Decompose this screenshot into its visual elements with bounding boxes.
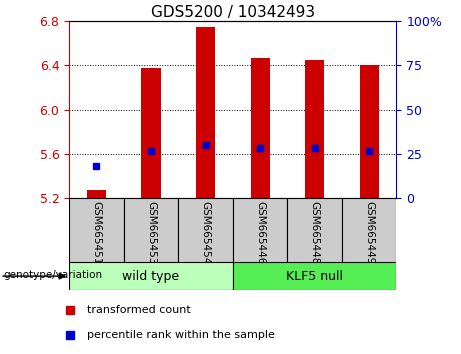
Bar	[178, 198, 233, 262]
Text: KLF5 null: KLF5 null	[286, 270, 343, 282]
Text: GSM665449: GSM665449	[364, 201, 374, 265]
Text: GSM665451: GSM665451	[91, 201, 101, 265]
Text: genotype/variation: genotype/variation	[4, 270, 103, 280]
Text: GSM665454: GSM665454	[201, 201, 211, 265]
Text: GSM665448: GSM665448	[310, 201, 319, 265]
Bar	[69, 262, 233, 290]
Bar	[124, 198, 178, 262]
Text: percentile rank within the sample: percentile rank within the sample	[87, 330, 275, 339]
Bar	[196, 27, 215, 198]
Bar	[250, 58, 270, 198]
Bar	[305, 60, 324, 198]
Bar	[69, 198, 124, 262]
Bar	[87, 190, 106, 198]
Title: GDS5200 / 10342493: GDS5200 / 10342493	[151, 5, 315, 20]
Text: wild type: wild type	[123, 270, 179, 282]
Text: GSM665453: GSM665453	[146, 201, 156, 265]
Bar	[233, 198, 287, 262]
Bar	[360, 65, 379, 198]
Bar	[287, 198, 342, 262]
Bar	[233, 262, 396, 290]
Bar	[142, 68, 160, 198]
Text: transformed count: transformed count	[87, 305, 190, 315]
Bar	[342, 198, 396, 262]
Text: GSM665446: GSM665446	[255, 201, 265, 265]
